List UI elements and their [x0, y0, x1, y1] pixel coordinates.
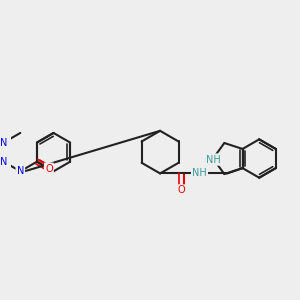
Text: N: N	[0, 137, 8, 148]
Text: O: O	[178, 185, 185, 196]
Text: O: O	[45, 164, 53, 174]
Text: NH: NH	[206, 154, 220, 165]
Text: N: N	[16, 166, 24, 176]
Text: NH: NH	[192, 168, 207, 178]
Text: N: N	[0, 157, 8, 167]
